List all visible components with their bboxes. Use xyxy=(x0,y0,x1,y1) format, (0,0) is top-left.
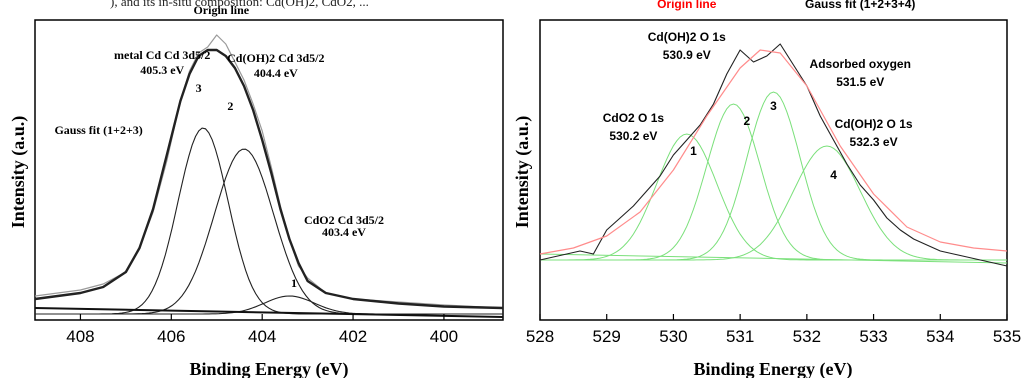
right-x-tick-label: 533 xyxy=(859,327,887,346)
right-x-tick-label: 530 xyxy=(659,327,687,346)
right-curves xyxy=(539,43,1008,267)
right-x-ticks: 528 529 530 531 532 533 534 535 xyxy=(526,314,1021,346)
left-y-axis-label: Intensity (a.u.) xyxy=(8,116,29,229)
right-annotation: 3 xyxy=(770,99,777,113)
left-annotation: 2 xyxy=(227,99,233,113)
right-annotation: Cd(OH)2 O 1s xyxy=(835,117,913,131)
right-x-axis-label: Binding Energy (eV) xyxy=(693,359,852,378)
left-chart: 408 406 404 402 400 Binding Energy (eV) Inte… xyxy=(8,3,504,378)
left-annotation: Gauss fit (1+2+3) xyxy=(54,123,142,137)
left-x-ticks: 408 406 404 402 400 xyxy=(66,314,458,346)
left-baseline-line xyxy=(34,307,504,318)
right-annotation: Adsorbed oxygen xyxy=(810,57,911,71)
right-x-tick-label: 532 xyxy=(793,327,821,346)
right-x-tick-label: 534 xyxy=(926,327,954,346)
left-annotation: 1 xyxy=(291,276,297,290)
left-x-tick-label: 402 xyxy=(339,327,367,346)
left-peak-3-curve xyxy=(35,127,503,315)
right-y-axis-label: Intensity (a.u.) xyxy=(512,116,533,229)
right-chart: 528 529 530 531 532 533 534 535 Binding Energy … xyxy=(512,0,1021,378)
left-annotation: metal Cd Cd 3d5/2 xyxy=(114,48,210,62)
right-peak-4-curve xyxy=(540,145,1007,261)
right-annotation: 530.2 eV xyxy=(609,129,657,143)
right-annotation: 2 xyxy=(743,114,750,128)
right-x-tick-label: 535 xyxy=(993,327,1021,346)
right-annotation: 530.9 eV xyxy=(663,48,711,62)
right-x-tick-label: 529 xyxy=(593,327,621,346)
right-annotation: Gauss fit (1+2+3+4) xyxy=(805,0,915,11)
left-annotation: CdO2 Cd 3d5/2 xyxy=(304,213,384,227)
left-series-gauss-fit xyxy=(34,48,504,310)
left-annotation: 3 xyxy=(196,81,202,95)
right-x-tick-label: 531 xyxy=(726,327,754,346)
left-curves xyxy=(34,34,504,318)
left-x-axis-label: Binding Energy (eV) xyxy=(189,359,348,378)
right-series-origin-line xyxy=(539,43,1008,267)
left-peak-2-curve xyxy=(35,148,503,315)
left-x-tick-label: 408 xyxy=(66,327,94,346)
left-x-tick-label: 400 xyxy=(430,327,458,346)
left-annotation: 404.4 eV xyxy=(254,66,298,80)
left-annotation: Origin line xyxy=(193,3,249,17)
right-baseline-line xyxy=(539,253,1008,264)
right-annotation: 1 xyxy=(690,144,697,158)
right-annotation: Origin line xyxy=(657,0,717,11)
left-x-tick-label: 406 xyxy=(157,327,185,346)
right-annotation: 532.3 eV xyxy=(850,135,898,149)
right-series-gauss-fit xyxy=(539,49,1008,255)
right-annotations: Origin line Gauss fit (1+2+3+4) Cd(OH)2 O … xyxy=(603,0,916,182)
left-annotation: Cd(OH)2 Cd 3d5/2 xyxy=(227,51,324,65)
right-x-tick-label: 528 xyxy=(526,327,554,346)
left-annotation: 403.4 eV xyxy=(322,225,366,239)
right-annotation: CdO2 O 1s xyxy=(603,111,665,125)
left-x-tick-label: 404 xyxy=(248,327,276,346)
left-annotation: 405.3 eV xyxy=(140,63,184,77)
right-plot-frame xyxy=(539,19,1008,321)
left-plot-frame xyxy=(34,19,504,321)
right-annotation: 4 xyxy=(830,168,837,182)
right-annotation: Cd(OH)2 O 1s xyxy=(648,30,726,44)
right-peak-2-curve xyxy=(540,103,1007,261)
header-caption: ), and its in-situ composition: Cd(OH)2,… xyxy=(110,0,369,9)
right-annotation: 531.5 eV xyxy=(836,75,884,89)
